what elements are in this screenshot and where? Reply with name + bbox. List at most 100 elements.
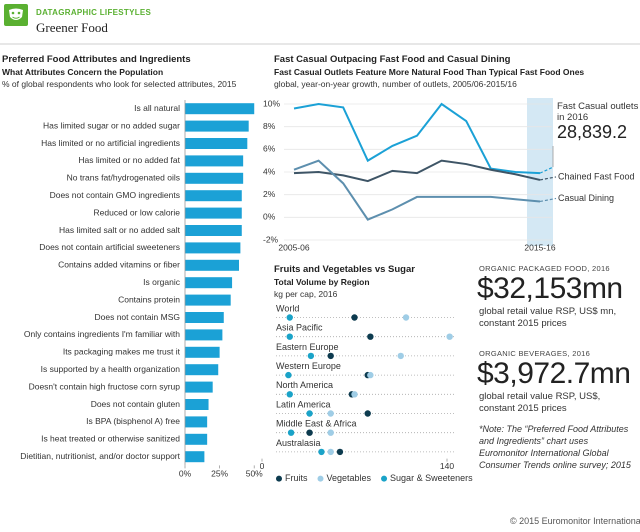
y-tick-label: 4% <box>263 166 276 176</box>
bar <box>185 242 241 254</box>
dot <box>327 352 334 360</box>
chart-note: % of global respondents who look for sel… <box>2 79 237 89</box>
category-label: Does not contain GMO ingredients <box>50 190 180 200</box>
dot <box>446 333 453 340</box>
category-label: Contains added vitamins or fiber <box>58 260 180 270</box>
category-label: Has limited or no added fat <box>78 155 180 165</box>
stat-figure: $3,972.7mn <box>477 357 631 390</box>
bar <box>185 399 209 410</box>
dot <box>327 448 334 456</box>
region-label: Western Europe <box>276 361 341 371</box>
leader-line <box>539 197 557 203</box>
dot <box>318 448 325 456</box>
x-tick-label: 25% <box>211 469 228 479</box>
region-label: Asia Pacific <box>276 323 323 333</box>
dot <box>351 391 358 398</box>
category-label: Is supported by a health organization <box>41 364 181 374</box>
header-title: Greener Food <box>36 20 108 35</box>
bar <box>185 138 248 149</box>
dot <box>397 352 404 360</box>
category-label: Has limited salt or no added salt <box>59 225 181 235</box>
legend-swatch <box>276 475 282 482</box>
dot <box>286 314 293 321</box>
leader-line <box>539 176 557 181</box>
category-label: Is heat treated or otherwise sanitized <box>41 434 180 444</box>
category-label: Doesn't contain high fructose corn syrup <box>29 381 181 391</box>
category-label: Reduced or low calorie <box>94 207 181 217</box>
stat-note: global retail value RSP, US$, constant 2… <box>479 391 601 414</box>
dot <box>327 429 334 436</box>
stat-note: global retail value RSP, US$ mn, constan… <box>479 306 617 329</box>
chart-subtitle: Total Volume by Region <box>274 277 370 287</box>
bar <box>185 259 239 271</box>
dot <box>367 371 374 379</box>
chart-title: Fast Casual Outpacing Fast Food and Casu… <box>274 54 511 65</box>
category-label: Is all natural <box>134 103 180 113</box>
x-tick-label: 2005-06 <box>278 242 309 252</box>
chart-note: global, year-on-year growth, number of o… <box>274 79 517 89</box>
bar <box>185 451 205 463</box>
y-tick-label: 8% <box>263 121 276 131</box>
dot <box>364 410 371 417</box>
bar <box>185 155 244 167</box>
dot <box>367 333 374 340</box>
category-label: Does not contain artificial sweeteners <box>39 242 180 252</box>
region-label: Latin America <box>276 399 331 409</box>
footer: © 2015 Euromonitor International <box>510 516 640 526</box>
bar <box>185 172 244 184</box>
line-series <box>293 159 541 183</box>
category-label: Has limited or no artificial ingredients <box>41 138 180 148</box>
y-tick-label: 0% <box>263 212 276 222</box>
bar <box>185 433 208 445</box>
category-label: Has limited sugar or no added sugar <box>43 120 180 130</box>
x-tick-label: 0% <box>179 469 192 479</box>
category-label: Does not contain MSG <box>94 312 180 322</box>
dot <box>327 410 334 417</box>
y-tick-label: 10% <box>263 98 280 108</box>
bar <box>185 103 255 115</box>
dot <box>402 314 410 321</box>
bar <box>185 120 249 132</box>
legend-label: Fruits <box>285 473 308 483</box>
annotation-text: Fast Casual outlets in 2016 <box>557 101 639 123</box>
stat-label: ORGANIC PACKAGED FOOD, 2016 <box>479 264 610 273</box>
chart-subtitle: Fast Casual Outlets Feature More Natural… <box>274 67 585 77</box>
series-label: Casual Dining <box>558 193 614 203</box>
bar <box>185 381 213 393</box>
bar <box>185 294 231 306</box>
dot <box>306 410 313 417</box>
x-tick-label: 2015-16 <box>524 242 555 252</box>
category-label: Is BPA (bisphenol A) free <box>86 416 180 426</box>
region-label: Australasia <box>276 438 321 448</box>
category-label: Does not contain gluten <box>91 399 181 409</box>
category-label: No trans fat/hydrogenated oils <box>67 173 180 183</box>
region-label: World <box>276 303 299 313</box>
bar <box>185 329 223 341</box>
chart-note: kg per cap, 2016 <box>274 289 338 299</box>
x-tick-label: 50% <box>246 469 263 479</box>
y-tick-label: -2% <box>263 234 279 244</box>
region-label: Eastern Europe <box>276 342 339 352</box>
bar <box>185 207 242 219</box>
x-tick-label: 140 <box>440 461 454 471</box>
bar <box>185 225 242 236</box>
category-label: Contains protein <box>118 294 180 304</box>
x-tick-label: 0 <box>260 461 265 471</box>
chart-subtitle: What Attributes Concern the Population <box>2 67 164 77</box>
bar <box>185 346 220 358</box>
dot <box>307 352 315 360</box>
bar <box>185 312 224 323</box>
series-label: Chained Fast Food <box>558 171 635 181</box>
chart-title: Preferred Food Attributes and Ingredient… <box>2 54 191 65</box>
dot <box>286 333 293 340</box>
bar <box>185 416 208 428</box>
logo-icon <box>4 4 28 26</box>
annotation-figure: 28,839.2 <box>557 122 628 142</box>
dot <box>351 314 358 321</box>
line-series <box>293 102 541 175</box>
bar <box>185 364 219 376</box>
dot <box>286 391 293 398</box>
dot <box>336 448 344 456</box>
